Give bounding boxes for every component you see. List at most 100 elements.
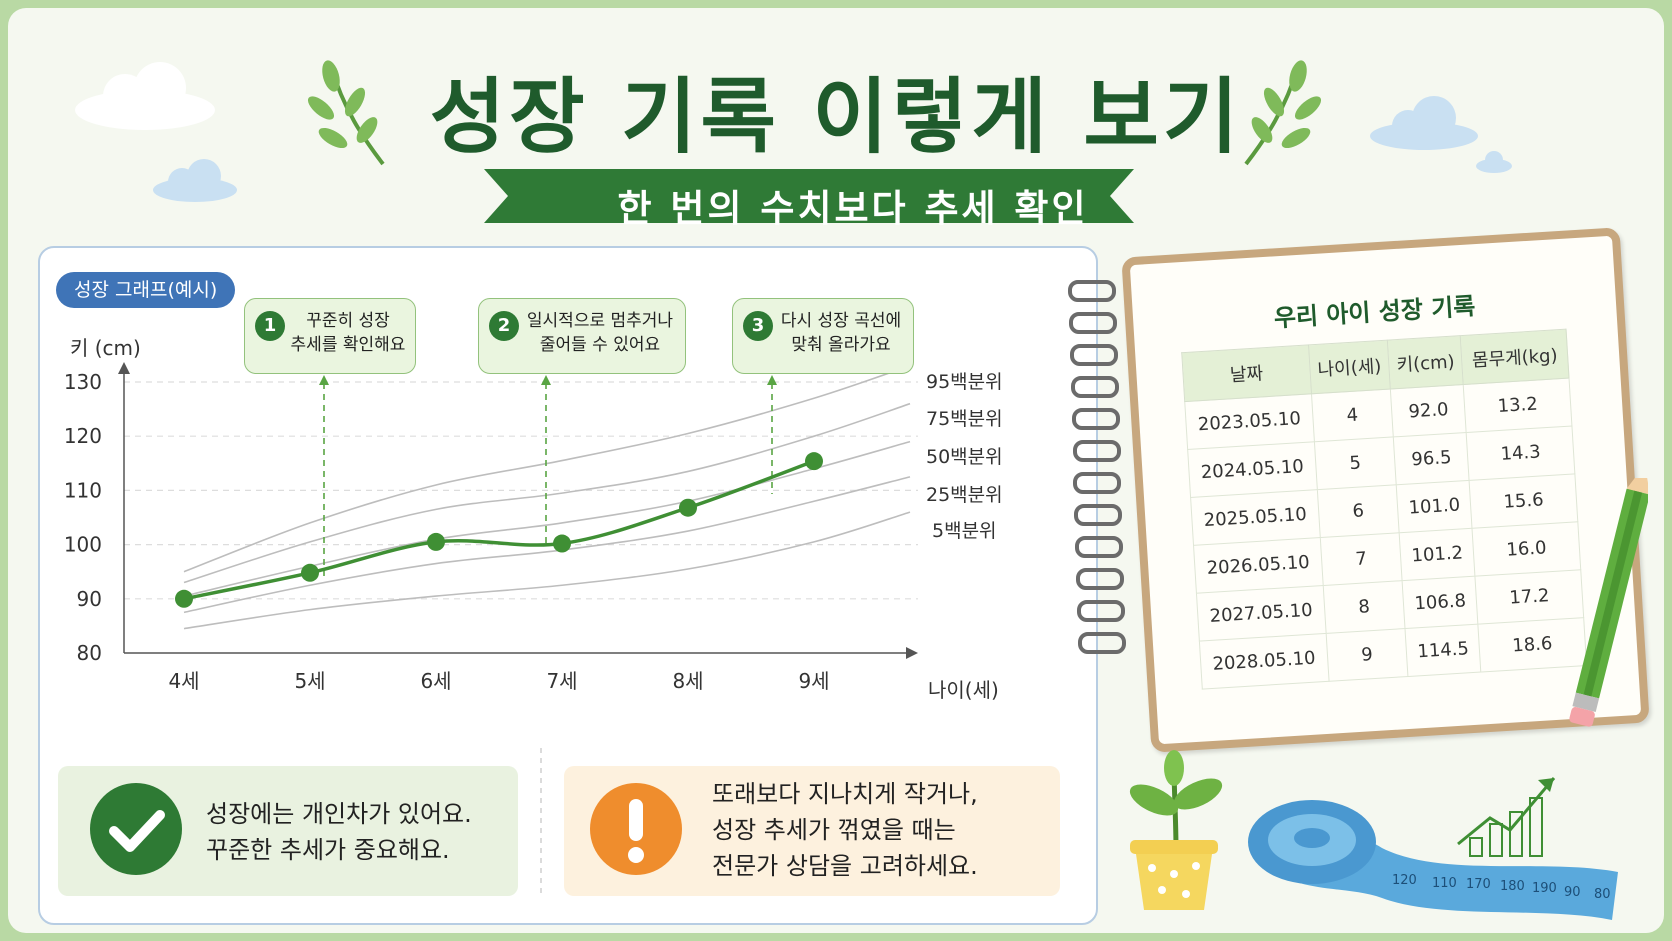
- note-line: 성장에는 개인차가 있어요.: [206, 800, 472, 828]
- cell-weight: 13.2: [1463, 378, 1572, 433]
- y-axis-arrow: [118, 362, 130, 374]
- infographic-frame: 성장 기록 이렇게 보기 한 번의 수치보다 추세 확인 성장 그래프(예시) …: [8, 8, 1664, 933]
- callout-line: 줄어들 수 있어요: [539, 335, 661, 355]
- spiral-ring: [1071, 408, 1120, 430]
- x-tick-label: 8세: [672, 669, 703, 693]
- note-divider: [540, 748, 542, 898]
- callout-line: 추세를 확인해요: [290, 335, 406, 355]
- percentile-label: 5백분위: [932, 520, 997, 542]
- chart-tag: 성장 그래프(예시): [56, 272, 236, 308]
- tape-number: 180: [1500, 879, 1525, 894]
- leaf-branch-icon: [1244, 60, 1322, 166]
- cell-date: 2025.05.10: [1190, 489, 1320, 546]
- spiral-ring: [1077, 632, 1126, 654]
- data-point: [553, 534, 571, 553]
- tape-number: 120: [1392, 873, 1417, 888]
- cell-date: 2026.05.10: [1193, 537, 1323, 594]
- cell-height: 114.5: [1405, 624, 1481, 677]
- tape-number: 90: [1564, 885, 1581, 900]
- spiral-ring: [1073, 472, 1122, 494]
- cell-age: 4: [1311, 388, 1394, 442]
- note-green-text: 성장에는 개인차가 있어요. 꾸준한 추세가 중요해요.: [206, 796, 472, 868]
- data-point: [679, 498, 697, 517]
- spiral-ring: [1076, 568, 1125, 590]
- callout-number: 3: [743, 311, 773, 341]
- data-point: [805, 452, 823, 471]
- tape-number: 80: [1594, 887, 1611, 902]
- cell-age: 5: [1314, 436, 1397, 490]
- spiral-ring: [1068, 312, 1117, 334]
- percentile-label: 75백분위: [926, 408, 1003, 430]
- record-table: 날짜 나이(세) 키(cm) 몸무게(kg) 2023.05.10 4 92.0 13…: [1181, 329, 1587, 690]
- cell-date: 2023.05.10: [1184, 393, 1315, 450]
- cell-age: 7: [1319, 532, 1403, 586]
- data-point: [301, 563, 319, 582]
- percentile-curve: [183, 364, 911, 573]
- callout-number: 2: [489, 311, 519, 341]
- callout-line: 꾸준히 성장: [306, 311, 390, 331]
- x-axis-label: 나이(세): [928, 678, 999, 702]
- cloud-icon: [153, 159, 237, 202]
- check-circle-icon: [90, 783, 182, 875]
- cell-date: 2028.05.10: [1199, 633, 1329, 690]
- x-tick-label: 7세: [546, 669, 577, 693]
- percentile-curve: [183, 511, 911, 630]
- spiral-ring: [1075, 536, 1124, 558]
- note-orange-text: 또래보다 지나치게 작거나, 성장 추세가 꺾였을 때는 전문가 상담을 고려하…: [712, 776, 978, 884]
- callout-number: 1: [255, 311, 285, 341]
- spiral-ring: [1070, 376, 1119, 398]
- header-height: 키(cm): [1387, 335, 1464, 389]
- cloud-icon: [1370, 96, 1478, 150]
- y-axis-label: 키 (cm): [70, 336, 141, 360]
- cell-weight: 16.0: [1472, 521, 1581, 577]
- pencil-icon: [1569, 478, 1648, 727]
- child-growth-line: [183, 459, 815, 601]
- cell-age: 9: [1325, 628, 1409, 682]
- cell-age: 6: [1316, 484, 1400, 538]
- spiral-ring: [1074, 504, 1123, 526]
- header-weight: 몸무게(kg): [1460, 329, 1570, 385]
- tape-number: 170: [1466, 877, 1491, 892]
- callout-line: 다시 성장 곡선에: [780, 311, 902, 331]
- x-tick-label: 9세: [798, 669, 829, 693]
- x-tick-label: 6세: [420, 669, 451, 693]
- cell-height: 101.0: [1396, 480, 1473, 533]
- cell-height: 106.8: [1402, 576, 1479, 629]
- callout-pointer-arrow: [767, 375, 777, 385]
- header-age: 나이(세): [1308, 340, 1391, 394]
- spiral-ring: [1077, 600, 1125, 622]
- callout-line: 맞춰 올라가요: [791, 335, 891, 355]
- y-tick-label: 110: [64, 478, 102, 502]
- y-tick-label: 120: [64, 424, 102, 448]
- callout-line: 일시적으로 멈추거나: [526, 311, 674, 331]
- tape-number: 190: [1532, 881, 1557, 896]
- y-tick-label: 130: [64, 370, 102, 394]
- tape-number: 110: [1432, 876, 1457, 891]
- spiral-ring: [1069, 344, 1118, 366]
- callout-pointer-arrow: [541, 375, 551, 385]
- cell-weight: 15.6: [1469, 473, 1578, 529]
- note-line: 전문가 상담을 고려하세요.: [712, 852, 978, 880]
- data-point: [175, 589, 193, 608]
- cell-date: 2024.05.10: [1187, 441, 1317, 498]
- leaf-branch-icon: [307, 60, 385, 166]
- data-point: [427, 532, 445, 551]
- spiral-ring: [1072, 440, 1121, 462]
- page-title: 성장 기록 이렇게 보기: [429, 70, 1243, 165]
- growth-trend-icon: [1457, 777, 1556, 857]
- note-line: 또래보다 지나치게 작거나,: [712, 780, 978, 808]
- percentile-label: 95백분위: [926, 371, 1003, 393]
- cell-height: 101.2: [1399, 528, 1476, 581]
- percentile-label: 25백분위: [926, 484, 1003, 506]
- x-axis-arrow: [906, 647, 918, 659]
- percentile-curve: [183, 402, 911, 584]
- measuring-tape-icon: 120 110 170 180 190 90 80: [1248, 800, 1618, 920]
- exclamation-icon: [590, 783, 682, 875]
- subtitle-ribbon: [484, 169, 1134, 223]
- growth-chart: 130 120 110 100 90 80 4세 5세 6세 7세 8세 9세 95백분위 75백분위 50…: [64, 362, 1003, 693]
- y-tick-label: 100: [64, 533, 102, 557]
- cell-weight: 14.3: [1466, 425, 1575, 481]
